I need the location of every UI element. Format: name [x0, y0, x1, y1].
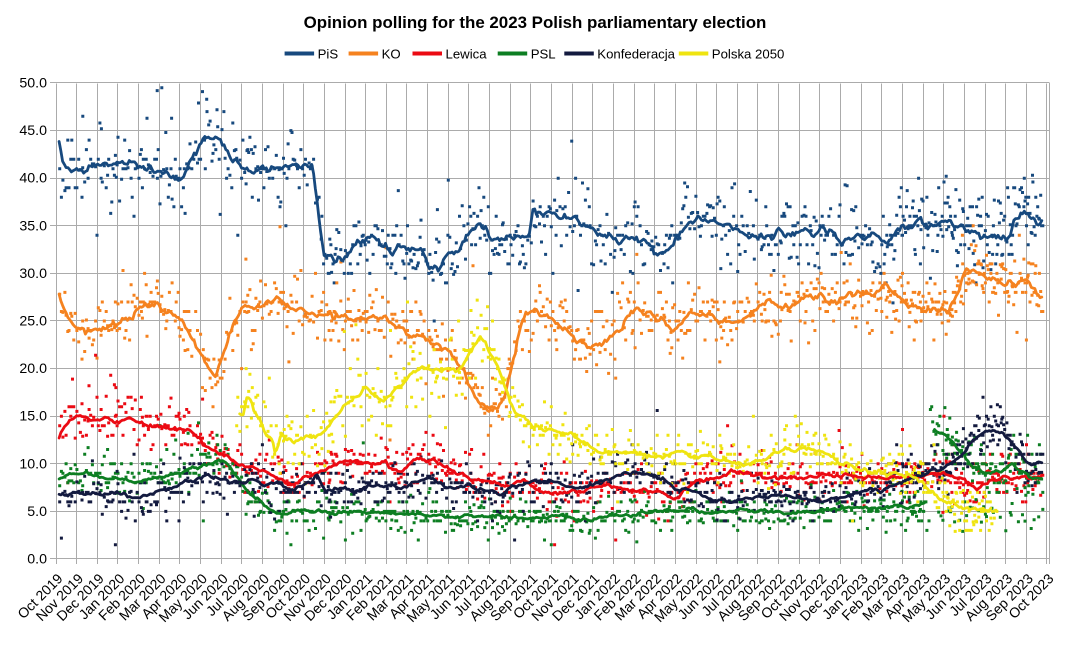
- svg-text:10.0: 10.0: [19, 456, 47, 472]
- svg-text:PSL: PSL: [531, 47, 556, 62]
- svg-text:Konfederacja: Konfederacja: [597, 47, 675, 62]
- svg-text:30.0: 30.0: [19, 266, 47, 282]
- svg-text:Opinion polling for the 2023 P: Opinion polling for the 2023 Polish parl…: [304, 13, 767, 32]
- svg-text:35.0: 35.0: [19, 218, 47, 234]
- svg-text:Lewica: Lewica: [446, 47, 488, 62]
- svg-text:0.0: 0.0: [27, 552, 47, 568]
- svg-text:15.0: 15.0: [19, 409, 47, 425]
- svg-text:KO: KO: [382, 47, 401, 62]
- svg-text:40.0: 40.0: [19, 171, 47, 187]
- svg-text:25.0: 25.0: [19, 314, 47, 330]
- svg-text:PiS: PiS: [318, 47, 339, 62]
- svg-text:Polska 2050: Polska 2050: [712, 47, 785, 62]
- svg-text:45.0: 45.0: [19, 123, 47, 139]
- svg-text:20.0: 20.0: [19, 361, 47, 377]
- svg-text:5.0: 5.0: [27, 504, 47, 520]
- svg-text:50.0: 50.0: [19, 76, 47, 92]
